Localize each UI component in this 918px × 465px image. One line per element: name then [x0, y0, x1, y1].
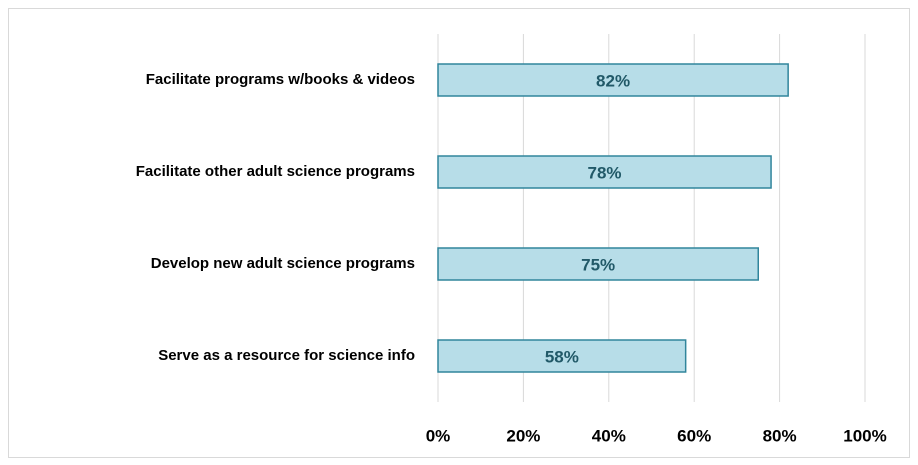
x-tick-label: 80% — [763, 426, 797, 445]
x-tick-label: 0% — [426, 426, 451, 445]
data-label: 58% — [545, 347, 579, 366]
data-label: 75% — [581, 255, 615, 274]
bar — [437, 339, 687, 373]
y-tick-label: Facilitate other adult science programs — [136, 163, 415, 180]
y-tick-label: Facilitate programs w/books & videos — [146, 71, 415, 88]
y-tick-label: Serve as a resource for science info — [158, 347, 415, 364]
data-label: 78% — [588, 163, 622, 182]
x-tick-label: 100% — [843, 426, 886, 445]
x-tick-label: 20% — [506, 426, 540, 445]
bar — [437, 247, 759, 281]
bar — [437, 63, 789, 97]
y-tick-label: Develop new adult science programs — [151, 255, 415, 272]
x-tick-label: 60% — [677, 426, 711, 445]
bar — [437, 155, 772, 189]
x-tick-label: 40% — [592, 426, 626, 445]
data-label: 82% — [596, 71, 630, 90]
